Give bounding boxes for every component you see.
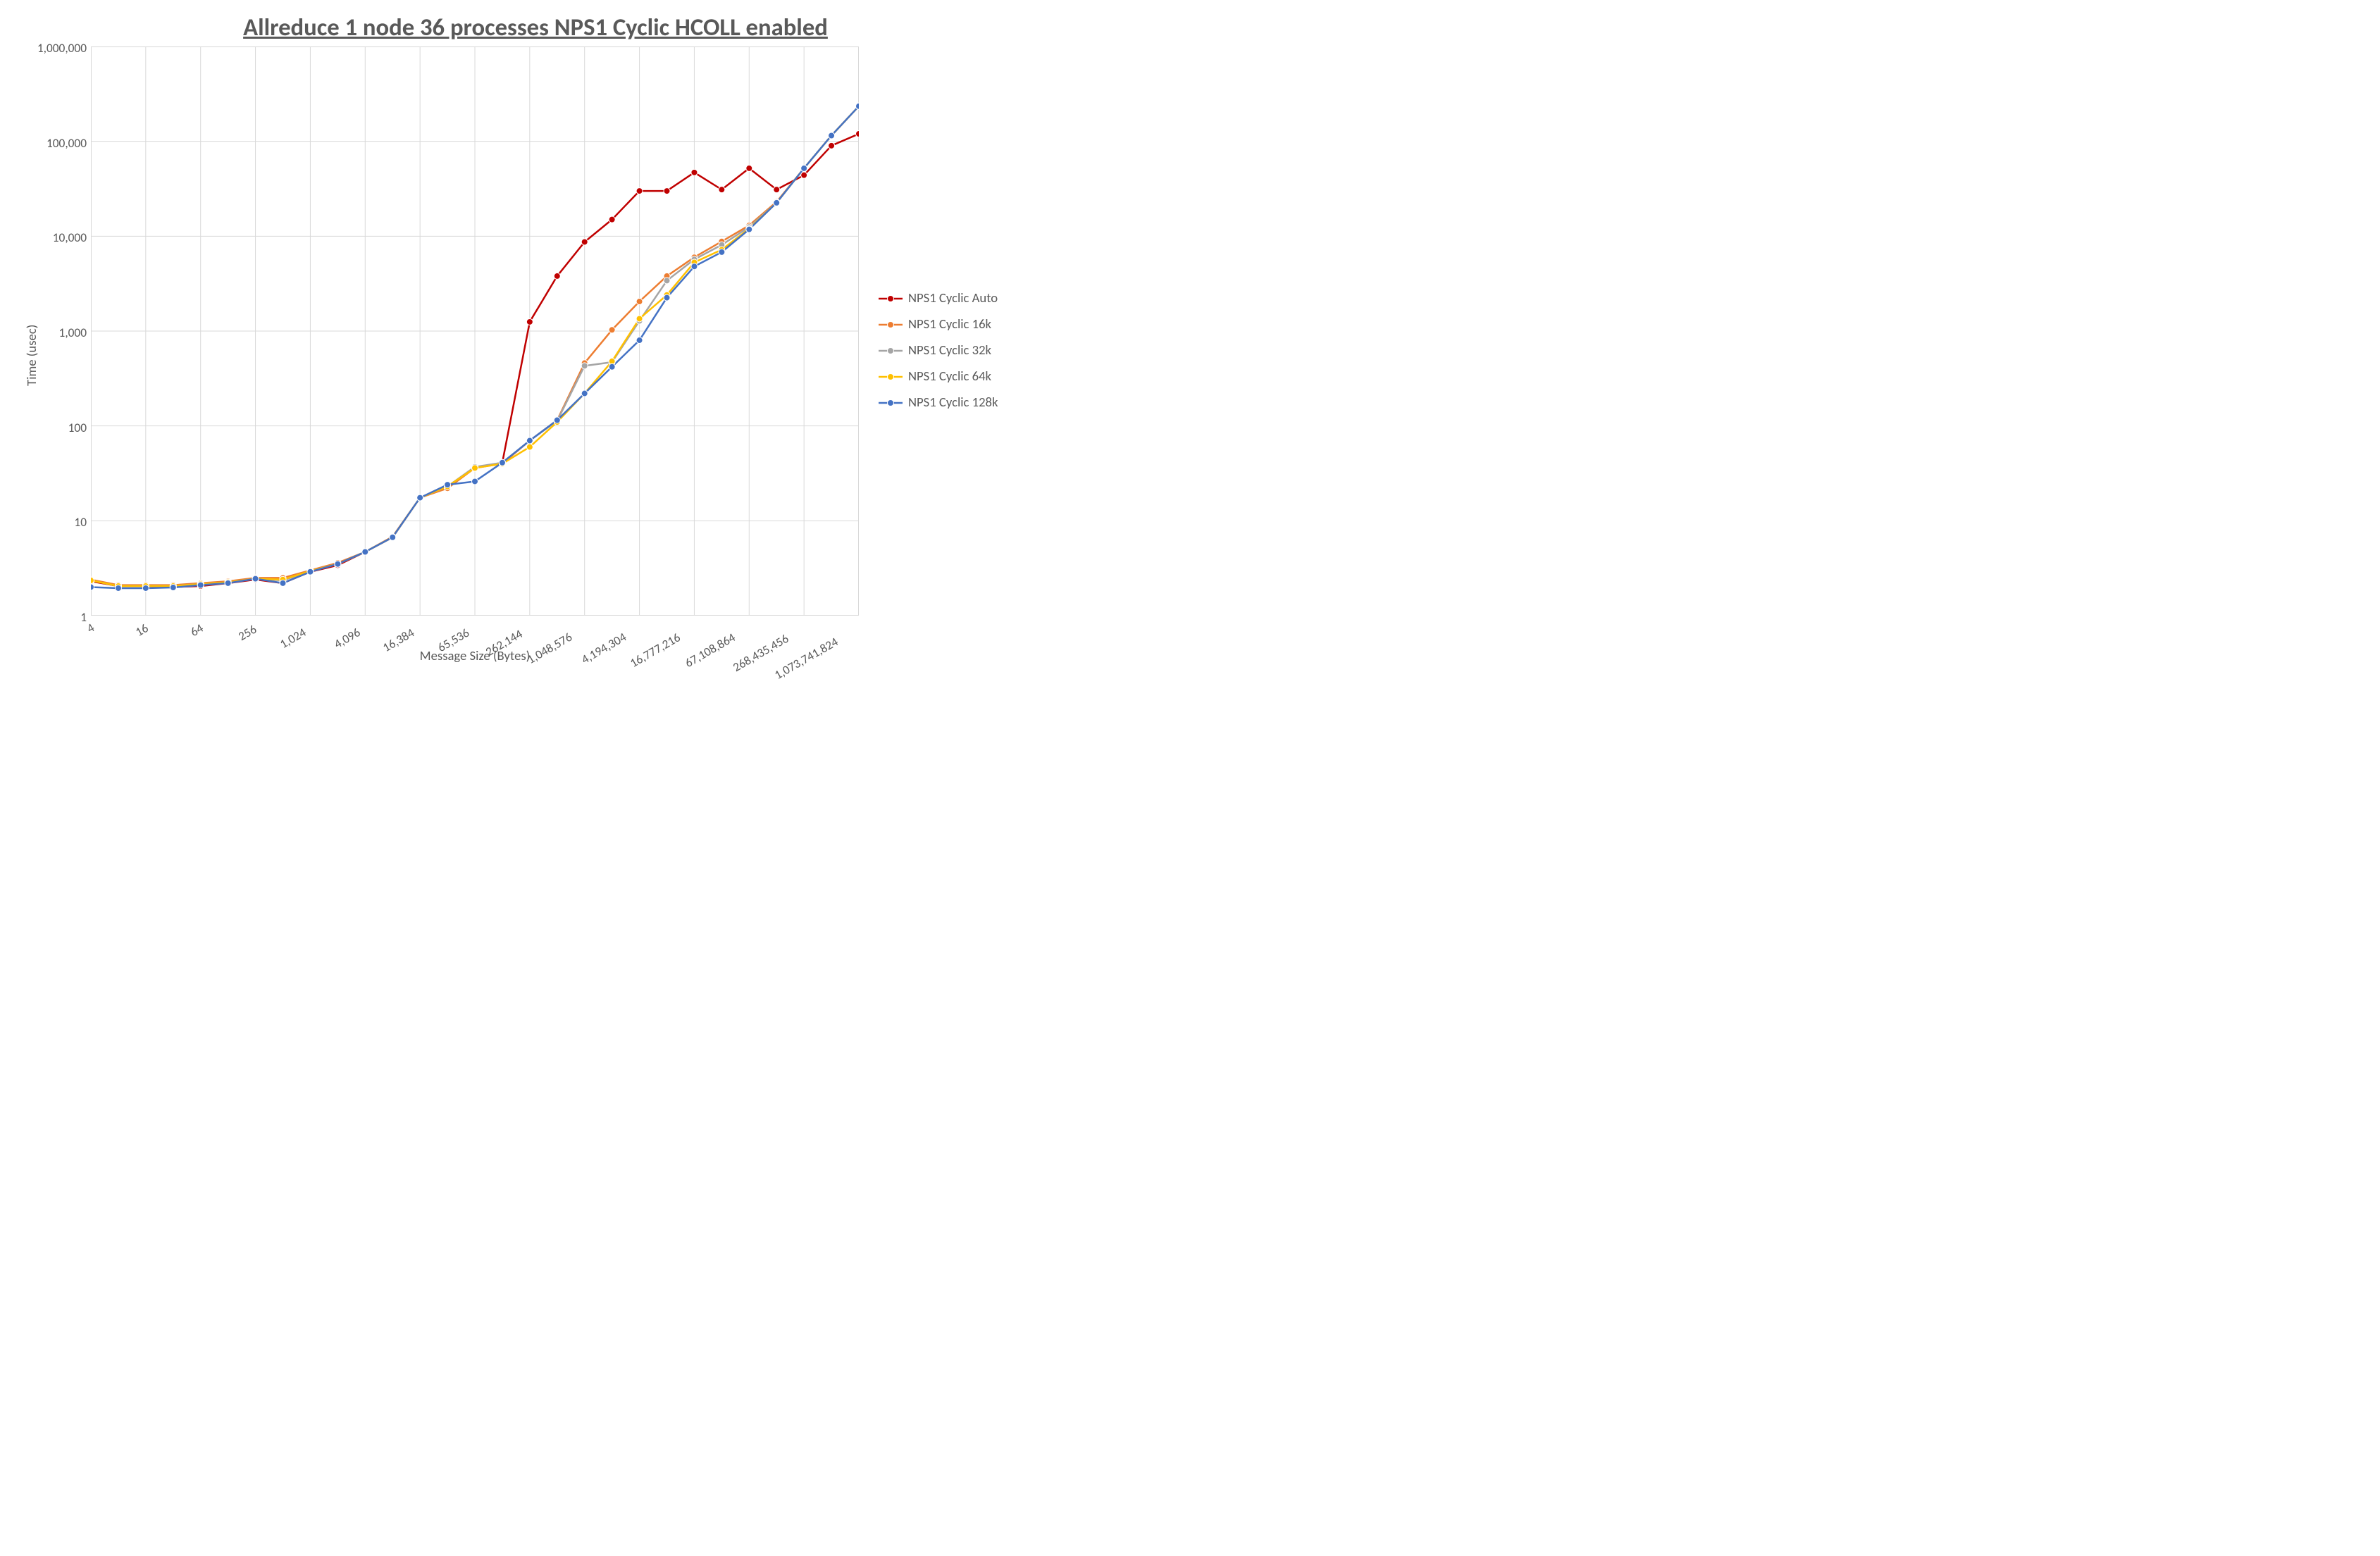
legend-label: NPS1 Cyclic 128k (908, 394, 998, 411)
chart-title: Allreduce 1 node 36 processes NPS1 Cycli… (21, 13, 1050, 42)
data-point (307, 568, 314, 575)
x-tick-container: 416642561,0244,09616,38465,536262,1441,0… (91, 616, 859, 645)
data-point (91, 584, 94, 590)
legend-swatch (879, 372, 903, 382)
x-tick-label: 16 (132, 620, 151, 640)
data-point (746, 165, 752, 171)
data-point (554, 417, 560, 423)
legend-item: NPS1 Cyclic Auto (879, 290, 998, 306)
legend: NPS1 Cyclic Auto NPS1 Cyclic 16k NPS1 Cycl… (859, 290, 998, 421)
x-tick-label: 256 (235, 621, 259, 643)
data-point (554, 273, 560, 279)
legend-item: NPS1 Cyclic 64k (879, 368, 998, 385)
data-point (609, 363, 615, 370)
y-tick-label: 1,000,000 (36, 40, 87, 56)
legend-label: NPS1 Cyclic 64k (908, 368, 991, 385)
data-point (664, 278, 670, 284)
data-point (581, 390, 588, 397)
legend-item: NPS1 Cyclic 128k (879, 394, 998, 411)
data-point (472, 465, 478, 471)
data-point (526, 318, 533, 325)
data-point (636, 188, 643, 194)
x-tick-label: 4,096 (331, 624, 363, 652)
data-point (691, 169, 698, 175)
data-point (774, 199, 780, 206)
legend-item: NPS1 Cyclic 32k (879, 342, 998, 359)
plot-area (91, 46, 859, 616)
data-point (636, 337, 643, 344)
legend-swatch (879, 320, 903, 330)
y-tick-container: 1101001,00010,000100,0001,000,000 (40, 46, 91, 616)
y-tick-label: 100 (36, 420, 87, 435)
data-point (417, 494, 423, 501)
data-point (499, 459, 505, 466)
x-tick-label: 1,024 (277, 624, 309, 652)
data-point (636, 316, 643, 322)
data-point (115, 585, 121, 591)
data-point (280, 580, 286, 586)
data-point (664, 294, 670, 301)
y-tick-label: 100,000 (36, 135, 87, 151)
data-point (801, 172, 807, 178)
legend-swatch (879, 346, 903, 356)
x-tick-label: 64 (187, 620, 206, 640)
data-point (142, 585, 149, 591)
legend-item: NPS1 Cyclic 16k (879, 316, 998, 332)
line-chart (91, 46, 859, 616)
data-point (197, 582, 204, 588)
data-point (335, 561, 341, 567)
y-tick-label: 10 (36, 514, 87, 530)
data-point (691, 263, 698, 270)
data-point (526, 437, 533, 444)
data-point (801, 165, 807, 171)
legend-swatch (879, 398, 903, 408)
data-point (390, 534, 396, 540)
data-point (362, 549, 368, 555)
data-point (472, 478, 478, 485)
data-point (225, 580, 231, 586)
plot-column: 416642561,0244,09616,38465,536262,1441,0… (91, 46, 859, 664)
data-point (719, 187, 725, 193)
data-point (526, 444, 533, 450)
legend-label: NPS1 Cyclic Auto (908, 290, 998, 306)
data-point (746, 226, 752, 232)
data-point (252, 575, 259, 582)
legend-swatch (879, 294, 903, 304)
data-point (856, 131, 860, 137)
data-point (664, 188, 670, 194)
data-point (581, 363, 588, 369)
legend-label: NPS1 Cyclic 32k (908, 342, 991, 359)
x-tick-label: 4 (84, 619, 97, 635)
data-point (636, 299, 643, 305)
data-point (581, 239, 588, 245)
data-point (829, 142, 835, 149)
data-point (609, 216, 615, 223)
y-tick-label: 1,000 (36, 325, 87, 340)
chart-container: Allreduce 1 node 36 processes NPS1 Cycli… (0, 0, 1071, 700)
data-point (91, 578, 94, 584)
y-tick-label: 1 (36, 609, 87, 625)
chart-row: Time (usec) 1101001,00010,000100,0001,00… (21, 46, 1050, 664)
legend-label: NPS1 Cyclic 16k (908, 316, 991, 332)
data-point (856, 103, 860, 109)
data-point (609, 327, 615, 333)
data-point (445, 482, 451, 488)
data-point (774, 187, 780, 193)
y-tick-label: 10,000 (36, 230, 87, 245)
data-point (170, 585, 176, 591)
data-point (719, 249, 725, 255)
data-point (829, 132, 835, 139)
